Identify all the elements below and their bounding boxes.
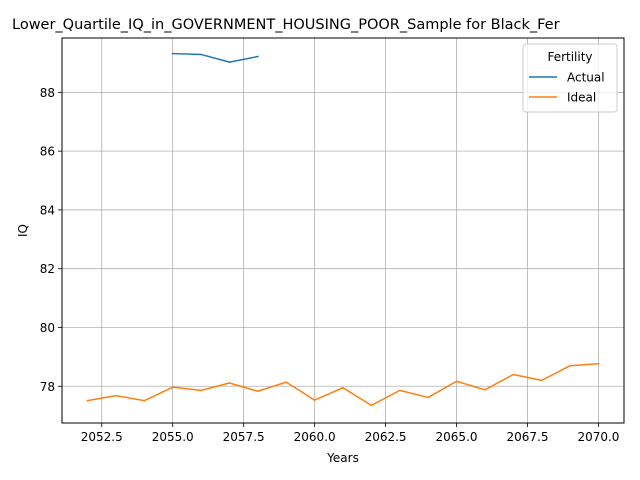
data-point-ideal [540, 379, 543, 382]
x-tick-label: 2065.0 [436, 430, 478, 444]
legend-label-ideal: Ideal [567, 91, 596, 105]
data-point-ideal [86, 399, 89, 402]
data-point-actual [171, 52, 174, 55]
x-tick-label: 2057.5 [223, 430, 265, 444]
data-point-actual [200, 53, 202, 56]
axes-frame [61, 37, 625, 424]
y-tick-label: 84 [40, 203, 55, 217]
x-tick-label: 2062.5 [365, 430, 407, 444]
legend: Fertility Actual Ideal [522, 43, 618, 113]
x-tick-label: 2052.5 [81, 430, 123, 444]
x-tick-label: 2055.0 [152, 430, 194, 444]
data-point-ideal [257, 390, 259, 393]
data-point-ideal [398, 389, 401, 392]
y-axis-label: IQ [16, 224, 30, 237]
series-line-actual [171, 52, 259, 63]
data-point-ideal [143, 399, 146, 402]
y-tick-label: 80 [40, 321, 55, 335]
y-tick-label: 82 [40, 262, 55, 276]
data-point-ideal [484, 388, 486, 391]
data-point-ideal [370, 404, 373, 407]
data-point-ideal [200, 389, 202, 392]
data-point-ideal [115, 394, 117, 397]
x-tick-label: 2067.5 [506, 430, 548, 444]
data-point-ideal [342, 386, 344, 389]
y-tick-label: 88 [40, 86, 55, 100]
series-line-ideal [86, 362, 600, 407]
data-point-ideal [427, 396, 429, 399]
data-point-ideal [171, 386, 174, 388]
data-point-actual [257, 55, 259, 58]
y-tick-label: 78 [40, 380, 55, 394]
legend-box [522, 43, 618, 113]
data-point-ideal [597, 362, 600, 365]
legend-title: Fertility [547, 50, 592, 64]
data-point-actual [228, 61, 231, 63]
x-tick-label: 2060.0 [294, 430, 336, 444]
plot-lines [86, 52, 600, 407]
axis-ticks: 2052.5 2055.0 2057.5 2060.0 2062.5 2065.0 2067… [40, 86, 620, 444]
legend-label-actual: Actual [567, 71, 605, 85]
data-point-ideal [313, 399, 316, 401]
data-point-ideal [285, 381, 288, 383]
data-point-ideal [455, 380, 458, 383]
x-axis-label: Years [326, 451, 359, 465]
data-point-ideal [569, 364, 571, 367]
y-tick-label: 86 [40, 145, 55, 159]
chart-title: Lower_Quartile_IQ_in_GOVERNMENT_HOUSING_… [12, 17, 560, 33]
data-point-ideal [228, 382, 231, 384]
data-point-ideal [512, 373, 515, 376]
x-tick-label: 2070.0 [577, 430, 619, 444]
